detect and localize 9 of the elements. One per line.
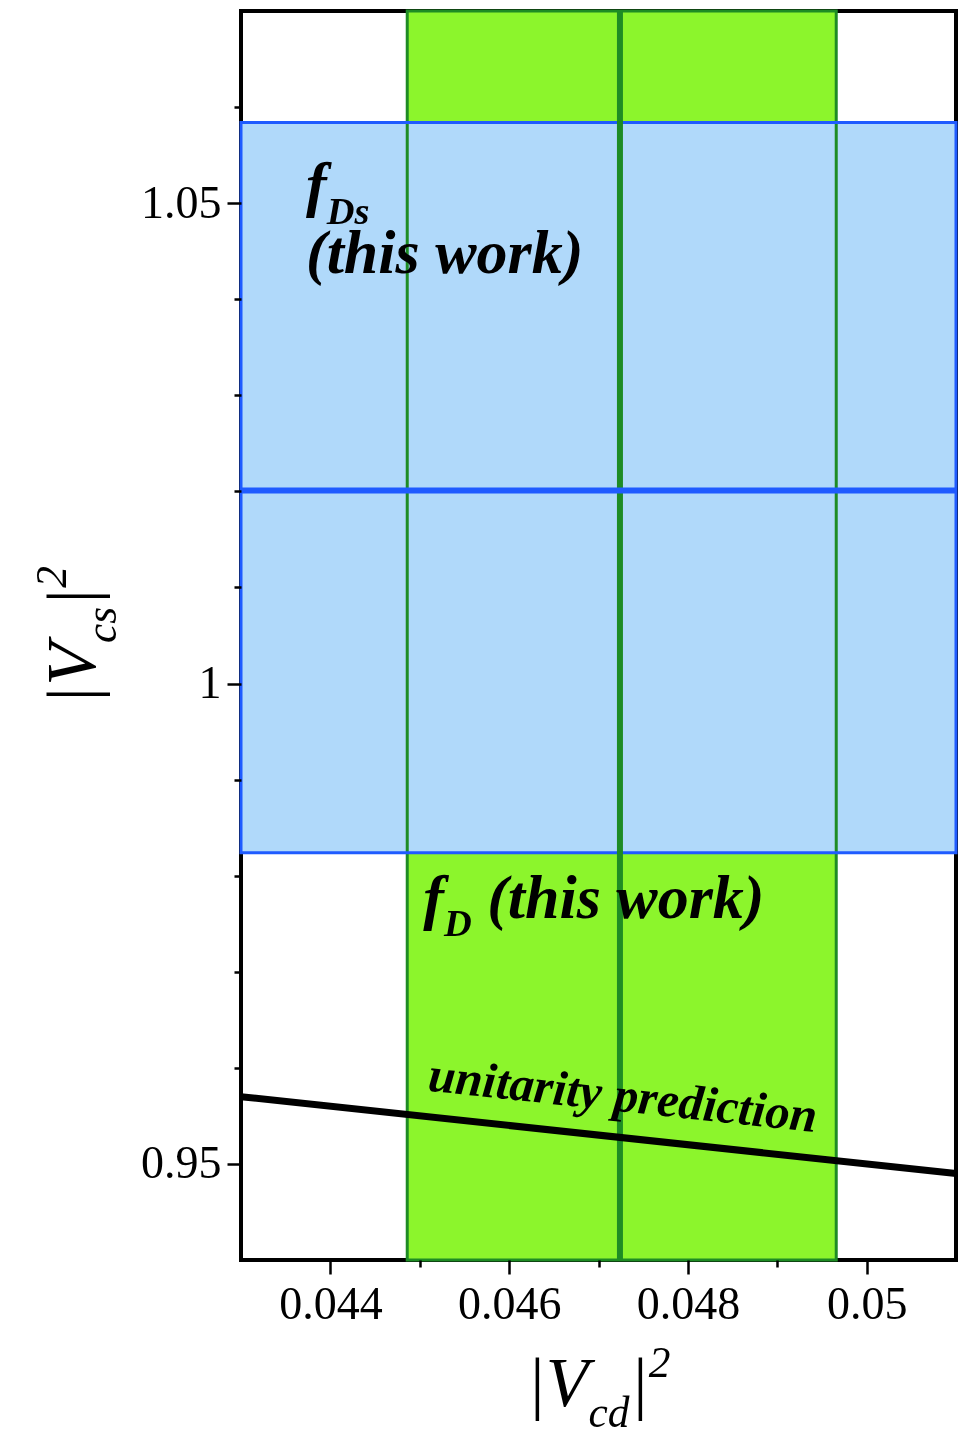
x-tick-label: 0.044 bbox=[279, 1277, 383, 1329]
text: unitarity prediction bbox=[425, 1046, 821, 1144]
y-tick-label: 1 bbox=[198, 657, 222, 709]
y-tick-label: 0.95 bbox=[141, 1137, 222, 1189]
x-tick-label: 0.048 bbox=[636, 1277, 741, 1329]
y-tick-label: 1.05 bbox=[141, 176, 222, 228]
x-tick-label: 0.046 bbox=[457, 1277, 562, 1329]
x-tick-label: 0.05 bbox=[826, 1277, 908, 1329]
y-axis-title: |Vcs|2 bbox=[26, 565, 125, 706]
